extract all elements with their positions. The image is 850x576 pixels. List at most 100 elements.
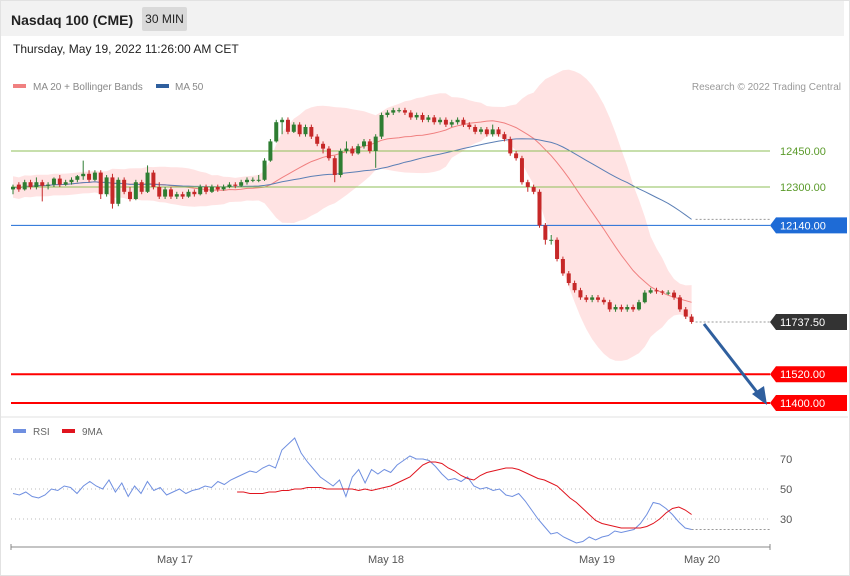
candle-body — [98, 172, 103, 195]
candles — [11, 107, 694, 324]
candle-body — [666, 292, 671, 294]
candle-body — [572, 283, 577, 291]
candle-body — [479, 129, 483, 132]
candle-body — [16, 184, 21, 190]
x-tick-label: May 17 — [157, 554, 193, 566]
candle-body — [443, 119, 448, 125]
candle-body — [677, 297, 682, 310]
resistance-label: 12450.00 — [780, 146, 826, 158]
candle-body — [215, 187, 220, 190]
candle-body — [186, 191, 191, 197]
candle-body — [502, 134, 507, 139]
candle-body — [549, 239, 554, 241]
legend-ma20: MA 20 + Bollinger Bands — [33, 82, 143, 93]
candle-body — [438, 119, 443, 123]
last-price-tag — [770, 314, 847, 330]
bollinger-bands — [13, 69, 692, 361]
candle-body — [397, 110, 402, 112]
candle-body — [467, 124, 472, 127]
rsi-panel: 70 50 30 — [11, 437, 792, 544]
candle-body — [461, 119, 466, 125]
copyright: Research © 2022 Trading Central — [692, 82, 841, 93]
timestamp: Thursday, May 19, 2022 11:26:00 AM CET — [13, 42, 239, 56]
candle-body — [139, 182, 144, 192]
candle-body — [180, 194, 185, 197]
support-tag — [770, 366, 847, 383]
candle-body — [297, 124, 302, 135]
candle-body — [672, 292, 677, 298]
candle-body — [204, 187, 209, 192]
candle-body — [537, 191, 542, 226]
candle-body — [233, 184, 238, 186]
candle-body — [81, 173, 86, 177]
candle-body — [654, 290, 659, 292]
instrument-title: Nasdaq 100 (CME) — [11, 12, 134, 28]
candle-body — [256, 179, 261, 181]
support-label: 11400.00 — [780, 398, 825, 410]
candle-body — [104, 177, 109, 195]
pivot-tag — [770, 217, 847, 234]
price-levels: 12450.00 12300.00 12140.00 11520.00 11400.00… — [11, 146, 847, 411]
candle-body — [110, 177, 115, 204]
chart-header: Nasdaq 100 (CME) 30 MIN — [1, 1, 844, 36]
candle-body — [145, 172, 150, 192]
candle-body — [128, 191, 132, 199]
timeframe-button[interactable]: 30 MIN — [142, 7, 187, 31]
candle-body — [566, 273, 571, 283]
candle-body — [151, 172, 156, 187]
candle-body — [309, 127, 314, 137]
candle-body — [332, 158, 337, 175]
candle-body — [484, 129, 489, 135]
candle-body — [432, 117, 437, 123]
candle-body — [285, 119, 290, 132]
candle-body — [362, 141, 366, 147]
rsi-line — [12, 437, 692, 544]
candle-body — [209, 187, 214, 192]
candle-body — [373, 136, 378, 151]
candle-body — [51, 178, 56, 185]
legend-ma20-swatch — [13, 84, 26, 88]
candle-body — [344, 148, 349, 151]
candle-body — [133, 182, 138, 199]
rsi-9ma-line — [237, 461, 692, 529]
legend-rsi: RSI — [33, 427, 50, 438]
candle-body — [379, 115, 384, 137]
candle-body — [198, 187, 203, 195]
rsi-tick-label: 50 — [780, 484, 792, 496]
support-tag — [770, 395, 847, 411]
candle-body — [116, 179, 121, 204]
candle-body — [414, 115, 419, 118]
candle-body — [408, 112, 413, 118]
candle-body — [367, 141, 372, 151]
candle-body — [578, 290, 583, 298]
candle-body — [28, 182, 33, 187]
candle-body — [63, 182, 68, 185]
candle-body — [385, 112, 390, 115]
candle-body — [636, 302, 641, 310]
candle-body — [642, 292, 647, 303]
candle-body — [508, 139, 513, 154]
candle-body — [496, 129, 501, 135]
candle-body — [268, 141, 273, 161]
candle-body — [402, 110, 407, 113]
candle-body — [221, 187, 226, 190]
candle-body — [543, 225, 548, 240]
candle-body — [555, 239, 560, 259]
x-axis: May 17 May 18 May 19 May 20 — [10, 544, 771, 566]
candle-body — [584, 297, 589, 300]
rsi-tick-label: 30 — [780, 514, 792, 526]
bollinger-band-area — [13, 69, 692, 361]
candle-body — [514, 153, 519, 159]
candle-body — [426, 117, 431, 120]
candle-body — [560, 259, 565, 274]
candle-body — [274, 122, 279, 142]
candle-body — [689, 316, 694, 322]
candle-body — [455, 119, 460, 123]
candle-body — [613, 307, 618, 310]
legend-9ma: 9MA — [82, 427, 103, 438]
legend-rsi-swatch — [13, 429, 26, 433]
candle-body — [338, 151, 343, 175]
candle-body — [291, 124, 296, 132]
candle-body — [34, 182, 39, 187]
